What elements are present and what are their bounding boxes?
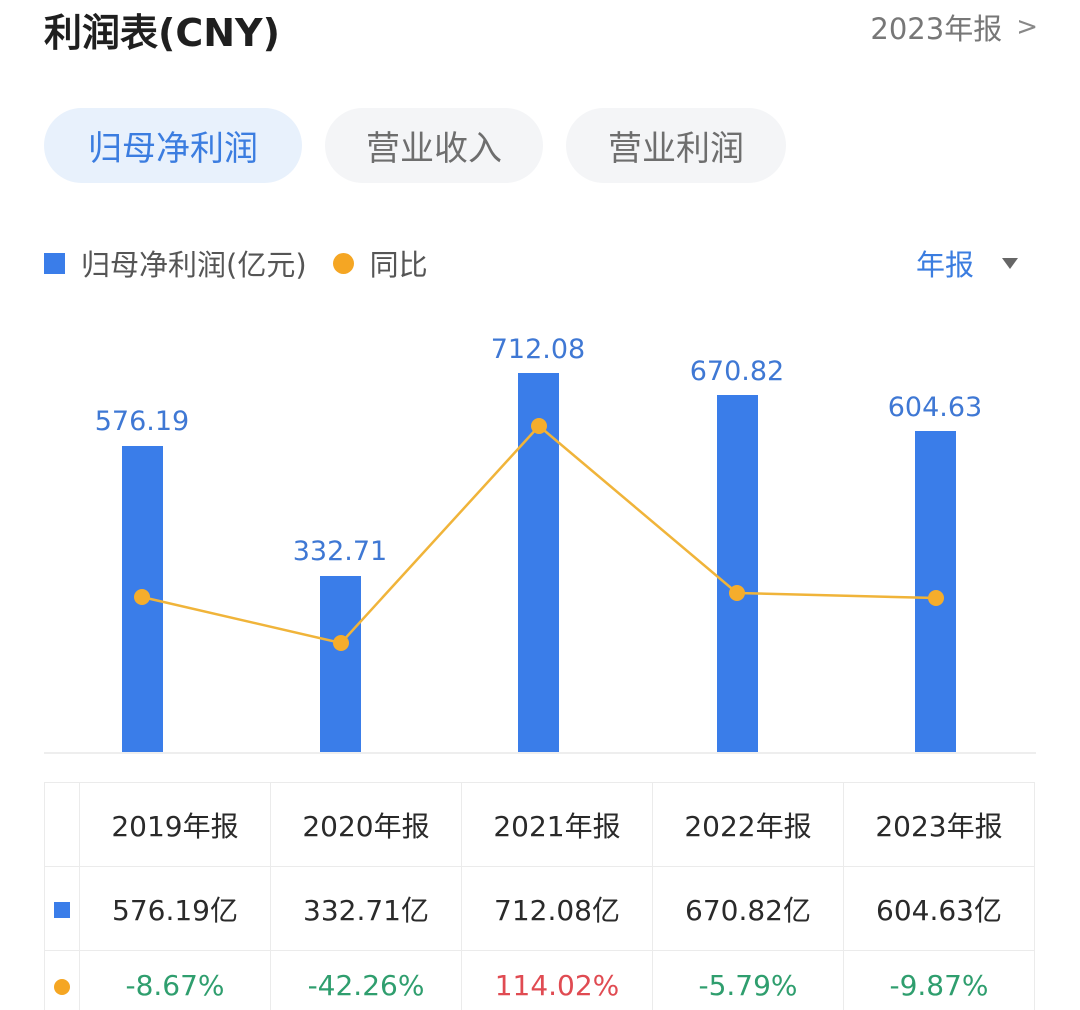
- table-cell-value: 332.71亿: [270, 866, 462, 951]
- report-period-label: 2023年报: [870, 12, 1003, 46]
- profit-chart: 576.19 332.71 712.08 670.82 604.63: [0, 320, 1080, 760]
- report-period-link[interactable]: 2023年报 >: [870, 6, 1038, 48]
- line-series-dot-icon: [54, 979, 70, 995]
- period-dropdown-value: 年报: [915, 248, 974, 282]
- bar-label-2022: 670.82: [689, 356, 785, 387]
- table-row-yoy: -8.67% -42.26% 114.02% -5.79% -9.87%: [44, 950, 1035, 1010]
- bar-label-2021: 712.08: [490, 334, 586, 365]
- bar-2022[interactable]: [717, 395, 758, 752]
- bar-2020[interactable]: [320, 576, 361, 752]
- bar-legend-label: 归母净利润(亿元): [81, 248, 307, 282]
- table-corner-cell: [44, 782, 80, 867]
- yoy-line: [134, 418, 944, 651]
- data-table: 2019年报 2020年报 2021年报 2022年报 2023年报 576.1…: [44, 782, 1035, 1010]
- page-title: 利润表(CNY): [44, 11, 280, 55]
- yoy-point-2022: [729, 585, 745, 601]
- yoy-point-2019: [134, 589, 150, 605]
- table-header-row: 2019年报 2020年报 2021年报 2022年报 2023年报: [44, 782, 1035, 867]
- metric-tabs: 归母净利润 营业收入 营业利润: [44, 108, 786, 183]
- period-dropdown[interactable]: 年报: [916, 242, 1018, 284]
- bar-label-2020: 332.71: [292, 536, 388, 567]
- table-row-net-profit: 576.19亿 332.71亿 712.08亿 670.82亿 604.63亿: [44, 866, 1035, 951]
- tab-net-profit[interactable]: 归母净利润: [44, 108, 302, 183]
- bar-series-square-icon: [54, 902, 70, 918]
- table-header-cell: 2019年报: [79, 782, 271, 867]
- table-cell-value: 670.82亿: [652, 866, 844, 951]
- line-legend-dot-icon: [332, 252, 354, 274]
- chart-baseline: [44, 752, 1036, 754]
- line-legend-label: 同比: [369, 248, 428, 282]
- table-cell-yoy: -8.67%: [79, 950, 271, 1010]
- yoy-point-2020: [333, 635, 349, 651]
- table-header-cell: 2022年报: [652, 782, 844, 867]
- chevron-right-icon: >: [1016, 12, 1038, 42]
- yoy-point-2021: [531, 418, 547, 434]
- table-cell-value: 712.08亿: [461, 866, 653, 951]
- table-header-cell: 2021年报: [461, 782, 653, 867]
- table-cell-yoy: -5.79%: [652, 950, 844, 1010]
- table-cell-value: 576.19亿: [79, 866, 271, 951]
- bar-legend-square-icon: [44, 252, 65, 274]
- tab-revenue[interactable]: 营业收入: [325, 108, 543, 183]
- tab-operating-profit[interactable]: 营业利润: [566, 108, 786, 183]
- table-header-cell: 2023年报: [843, 782, 1035, 867]
- bar-label-2023: 604.63: [887, 392, 983, 423]
- table-cell-value: 604.63亿: [843, 866, 1035, 951]
- caret-down-icon: [1002, 257, 1018, 269]
- yoy-point-2023: [928, 590, 944, 606]
- table-cell-yoy: 114.02%: [461, 950, 653, 1010]
- table-cell-yoy: -42.26%: [270, 950, 462, 1010]
- table-header-cell: 2020年报: [270, 782, 462, 867]
- chart-legend: 归母净利润(亿元) 同比: [44, 242, 428, 284]
- bar-label-2019: 576.19: [94, 406, 190, 437]
- table-cell-yoy: -9.87%: [843, 950, 1035, 1010]
